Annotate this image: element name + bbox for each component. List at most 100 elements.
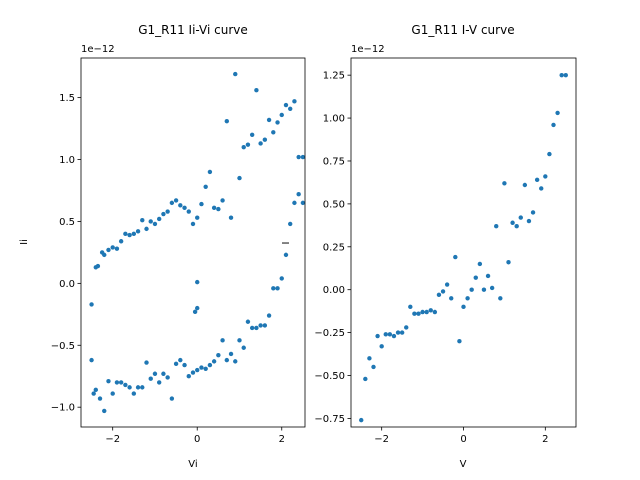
ii-vi-point <box>173 198 179 203</box>
ii-vi-point <box>161 371 166 376</box>
ii-vi-point <box>93 387 98 393</box>
ii-vi-ticks: −2 0 2 −1.0 −0.5 0.0 0.5 1.0 1.5 <box>51 93 285 445</box>
i-v-point <box>359 417 364 423</box>
i-v-point <box>387 332 393 337</box>
ii-vi-point <box>89 357 94 363</box>
ii-vi-point <box>249 132 255 137</box>
i-v-point <box>522 182 528 188</box>
ii-vi-point <box>216 352 221 358</box>
i-v-ytick-label: 0.00 <box>323 285 345 296</box>
ii-vi-point <box>199 365 204 370</box>
ii-vi-point <box>89 302 94 307</box>
i-v-ytick-label: 0.25 <box>323 242 345 253</box>
ii-vi-point <box>102 408 107 414</box>
i-v-point <box>395 330 401 335</box>
ii-vi-point <box>165 375 170 380</box>
ii-vi-point <box>186 209 191 214</box>
i-v-point <box>371 364 376 370</box>
ii-vi-point <box>131 391 137 396</box>
i-v-xtick-label: 2 <box>542 434 548 445</box>
ii-vi-point <box>262 137 268 142</box>
i-v-point <box>563 72 568 78</box>
ii-vi-point <box>144 226 149 232</box>
ii-vi-point <box>114 246 120 251</box>
ii-vi-point <box>237 338 242 343</box>
ii-vi-point <box>169 396 175 401</box>
ii-vi-point <box>245 319 251 324</box>
ii-vi-point <box>135 229 141 234</box>
i-v-ytick-label: 0.50 <box>323 199 345 210</box>
i-v-marks <box>359 72 568 423</box>
i-v-ylabel: I <box>281 242 292 245</box>
ii-vi-point <box>228 215 234 220</box>
ii-vi-ytick-label: −0.5 <box>51 341 75 352</box>
i-v-point <box>485 273 491 279</box>
ii-vi-point <box>123 231 128 237</box>
ii-vi-point <box>279 276 284 281</box>
ii-vi-point <box>237 175 242 181</box>
ii-vi-point <box>211 359 217 364</box>
i-v-point <box>489 285 495 291</box>
ii-vi-point <box>266 117 272 123</box>
ii-vi-point <box>220 338 225 343</box>
ii-vi-point <box>161 211 166 217</box>
ii-vi-point <box>300 200 306 206</box>
i-v-point <box>506 260 511 265</box>
i-v-xtick-label: 0 <box>460 434 466 445</box>
ii-vi-xtick-label: 0 <box>194 434 200 445</box>
i-v-point <box>416 311 421 316</box>
i-v-point <box>498 296 503 301</box>
ii-vi-point <box>203 184 208 189</box>
ii-vi-point <box>97 396 103 401</box>
i-v-point <box>408 304 413 310</box>
ii-vi-point <box>114 380 120 385</box>
ii-vi-point <box>186 374 191 379</box>
ii-vi-point <box>190 221 196 227</box>
ii-vi-offset-text: 1e−12 <box>81 44 115 55</box>
ii-vi-point <box>275 286 280 291</box>
ii-vi-point <box>300 154 306 160</box>
ii-vi-ytick-label: −1.0 <box>51 403 75 414</box>
ii-vi-point <box>224 357 230 363</box>
ii-vi-point <box>254 325 259 331</box>
i-v-point <box>379 344 384 349</box>
ii-vi-point <box>169 200 175 206</box>
ii-vi-point <box>156 380 162 385</box>
ii-vi-point <box>152 371 158 376</box>
i-v-point <box>375 333 380 339</box>
i-v-point <box>510 220 515 225</box>
ii-vi-point <box>271 130 276 135</box>
ii-vi-point <box>195 215 200 220</box>
ii-vi-point <box>106 247 111 253</box>
i-v-point <box>383 332 388 337</box>
ii-vi-point <box>254 87 259 93</box>
ii-vi-ytick-label: 0.5 <box>59 217 75 228</box>
ii-vi-point <box>135 385 141 390</box>
i-v-point <box>530 210 536 215</box>
ii-vi-ytick-label: 1.0 <box>59 155 75 166</box>
i-v-ytick-label: −0.50 <box>314 371 345 382</box>
ii-vi-point <box>195 279 200 285</box>
i-v-point <box>526 218 532 224</box>
i-v-point <box>420 309 425 315</box>
i-v-point <box>444 282 450 287</box>
ii-vi-point <box>127 385 132 390</box>
i-v-point <box>547 151 552 157</box>
ii-vi-point <box>156 216 162 222</box>
i-v-point <box>436 292 442 298</box>
ii-vi-point <box>258 323 263 328</box>
ii-vi-point <box>148 219 153 224</box>
ii-vi-point <box>216 206 221 212</box>
ii-vi-point <box>199 201 204 207</box>
ii-vi-point <box>233 71 238 77</box>
ii-vi-point <box>91 391 96 396</box>
ii-vi-point <box>233 359 238 364</box>
i-v-ytick-label: 0.75 <box>323 156 345 167</box>
ii-vi-plot-frame <box>80 57 306 428</box>
i-v-point <box>477 261 483 267</box>
ii-vi-point <box>228 351 234 357</box>
ii-vi-xlabel: Vi <box>188 459 197 470</box>
ii-vi-marks <box>89 71 306 414</box>
ii-vi-point <box>106 378 111 384</box>
